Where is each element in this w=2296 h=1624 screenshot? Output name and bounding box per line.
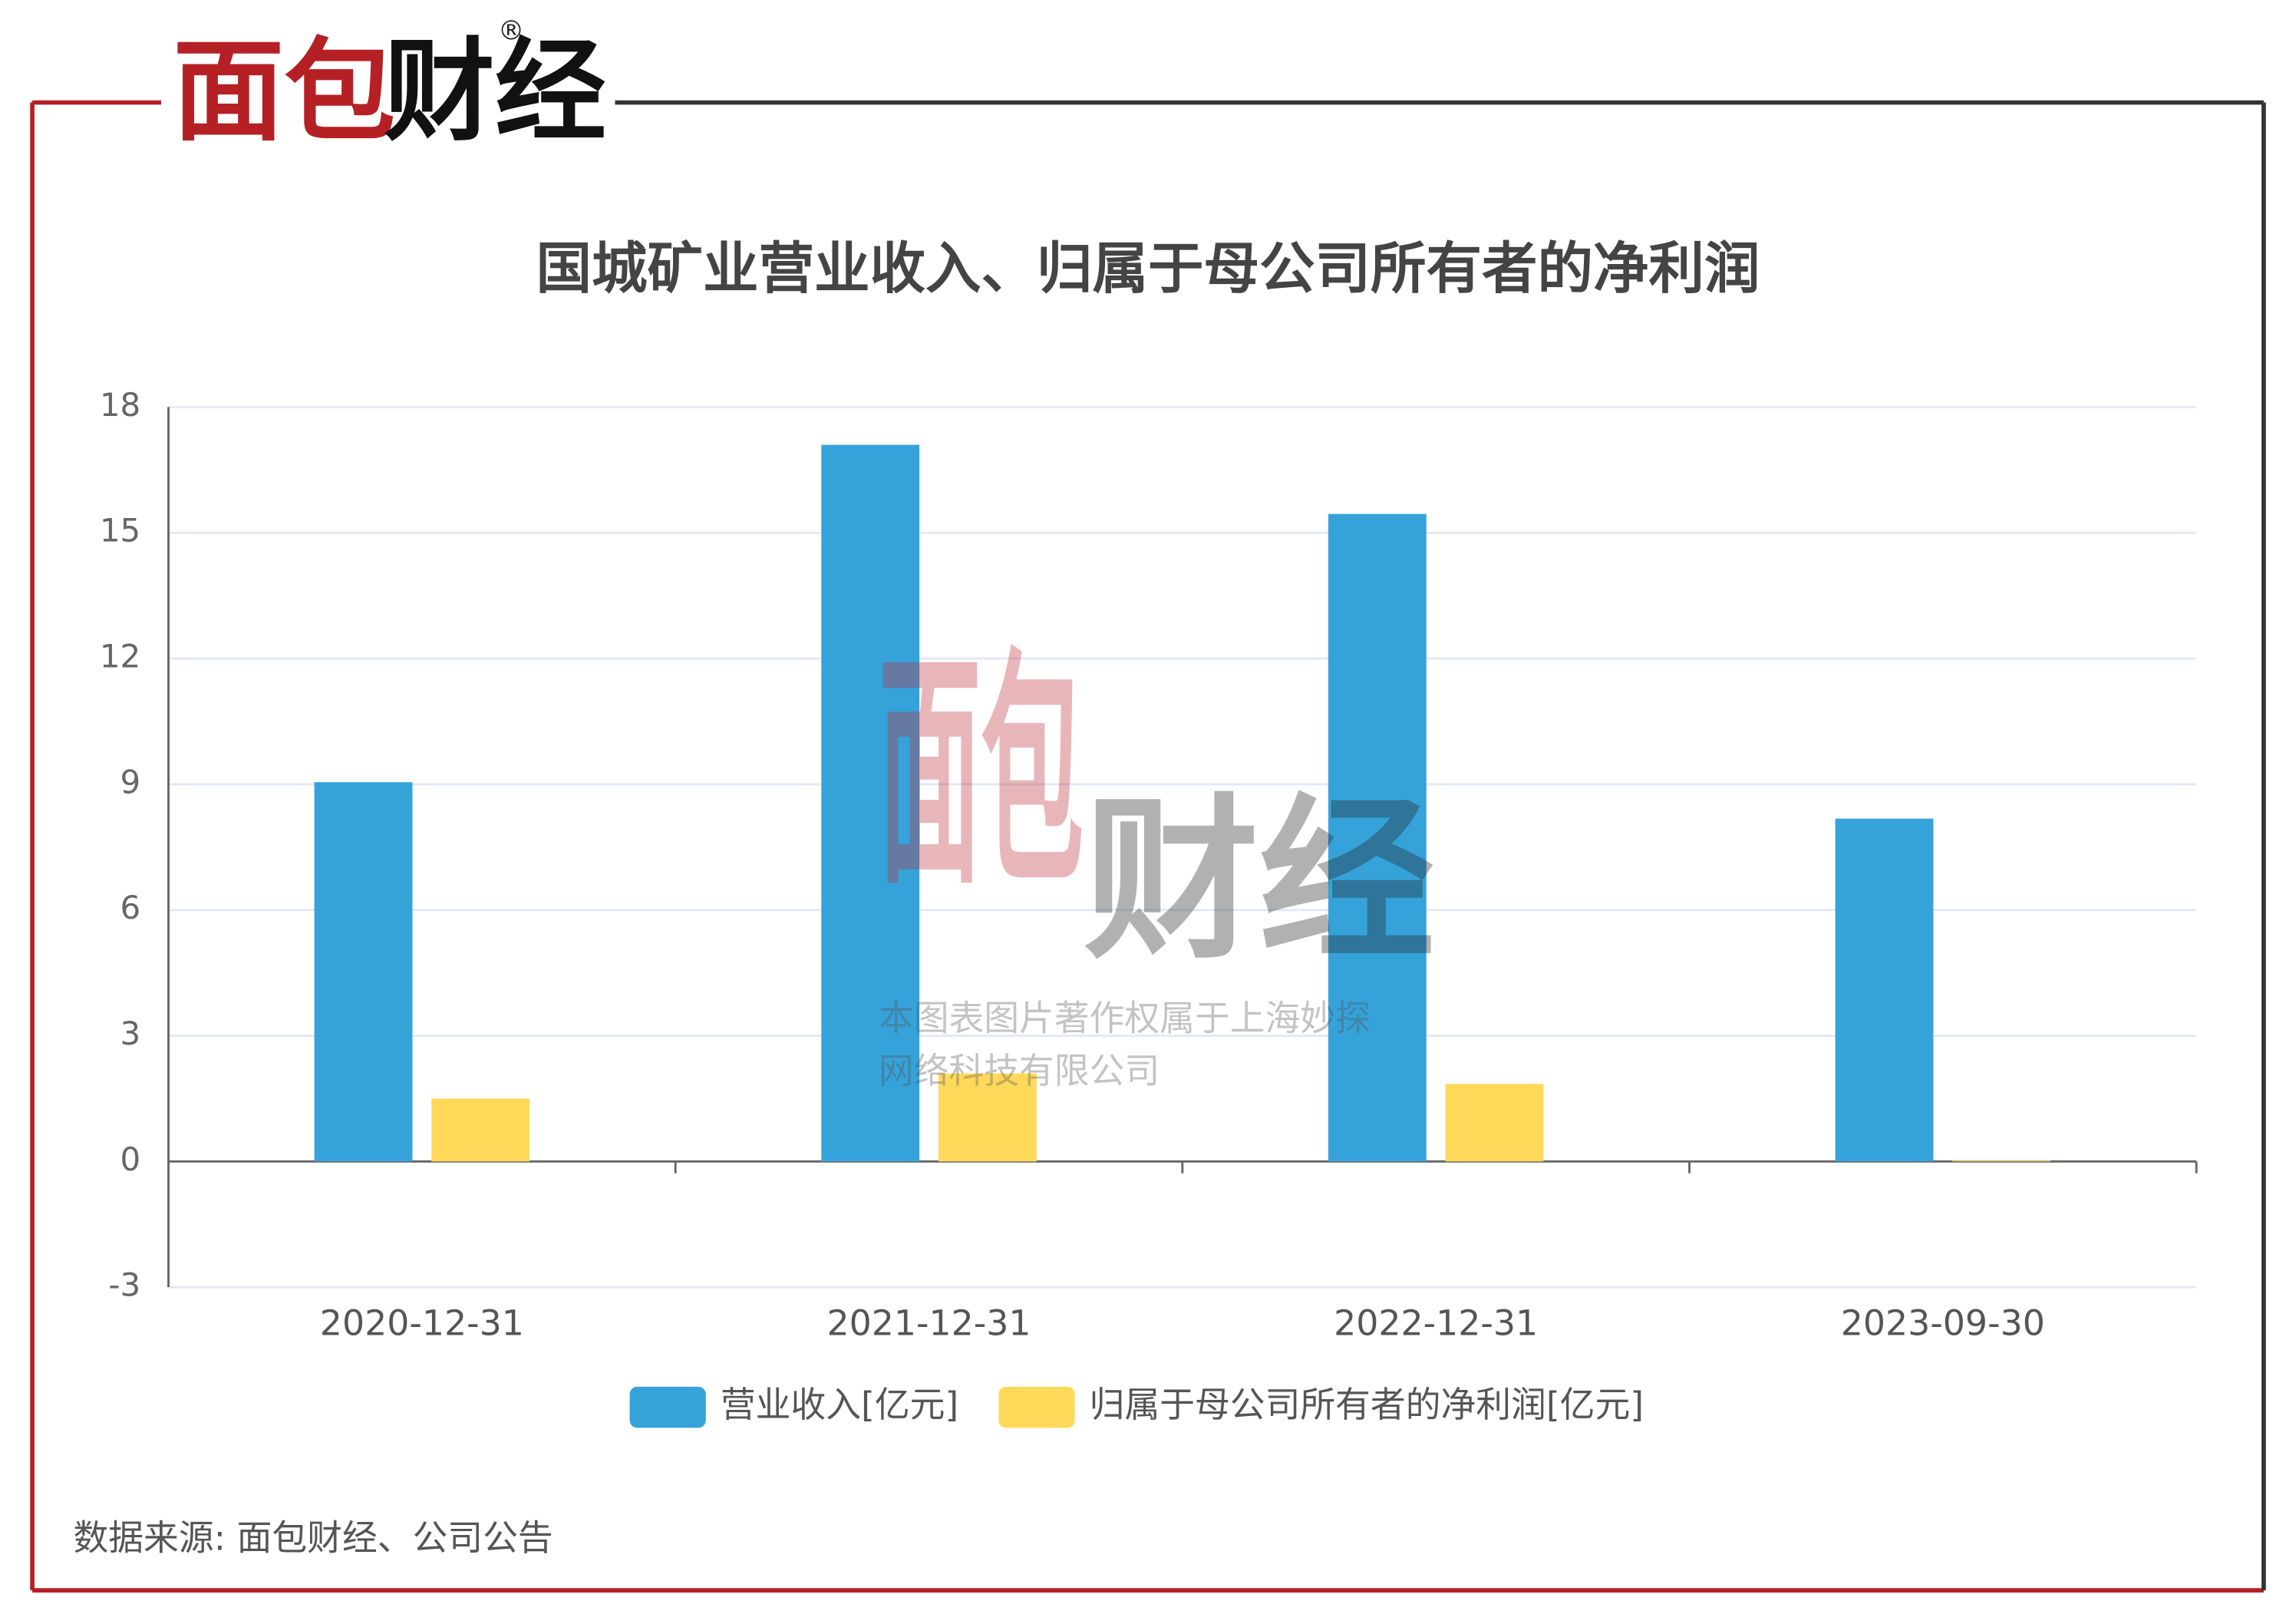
logo: 面包 — [173, 27, 395, 157]
y-tick-label: 15 — [100, 512, 140, 550]
bar — [1952, 1160, 2051, 1162]
watermark-logo: 财经 — [1084, 777, 1435, 982]
watermark-text: 网络科技有限公司 — [879, 1050, 1160, 1091]
source: 数据来源: 面包财经、公司公告 — [74, 1517, 553, 1559]
bar — [1328, 513, 1427, 1162]
legend-swatch — [998, 1386, 1075, 1428]
bar — [314, 782, 413, 1162]
y-tick-label: -3 — [108, 1266, 140, 1304]
x-tick-label: 2022-12-31 — [1334, 1302, 1538, 1343]
y-tick-label: 9 — [120, 763, 141, 800]
logo-mark: ® — [498, 15, 524, 46]
bar — [938, 1073, 1037, 1162]
chart-title: 国城矿业营业收入、归属于母公司所有者的净利润 — [536, 237, 1760, 302]
x-tick-label: 2021-12-31 — [826, 1302, 1031, 1343]
x-tick-label: 2023-09-30 — [1841, 1302, 2045, 1343]
x-tick-label: 2020-12-31 — [320, 1302, 524, 1343]
bar — [431, 1098, 530, 1162]
y-tick-label: 3 — [120, 1015, 141, 1052]
watermark-logo: 面包 — [879, 629, 1084, 918]
legend-label: 归属于母公司所有者的净利润[亿元] — [1090, 1384, 1644, 1425]
bar — [821, 444, 920, 1162]
watermark: 面包 财经 本图表图片著作权属于上海妙探 网络科技有限公司 — [879, 629, 1435, 1091]
bar — [1835, 818, 1934, 1162]
y-tick-label: 18 — [100, 386, 140, 424]
y-tick-label: 12 — [100, 638, 140, 675]
watermark-text: 本图表图片著作权属于上海妙探 — [879, 997, 1371, 1038]
legend-swatch — [629, 1386, 706, 1428]
bar — [1445, 1084, 1544, 1162]
logo: 财经 — [384, 27, 606, 157]
y-tick-label: 6 — [120, 889, 141, 926]
legend-label: 营业收入[亿元] — [721, 1384, 958, 1425]
y-tick-label: 0 — [120, 1140, 141, 1178]
